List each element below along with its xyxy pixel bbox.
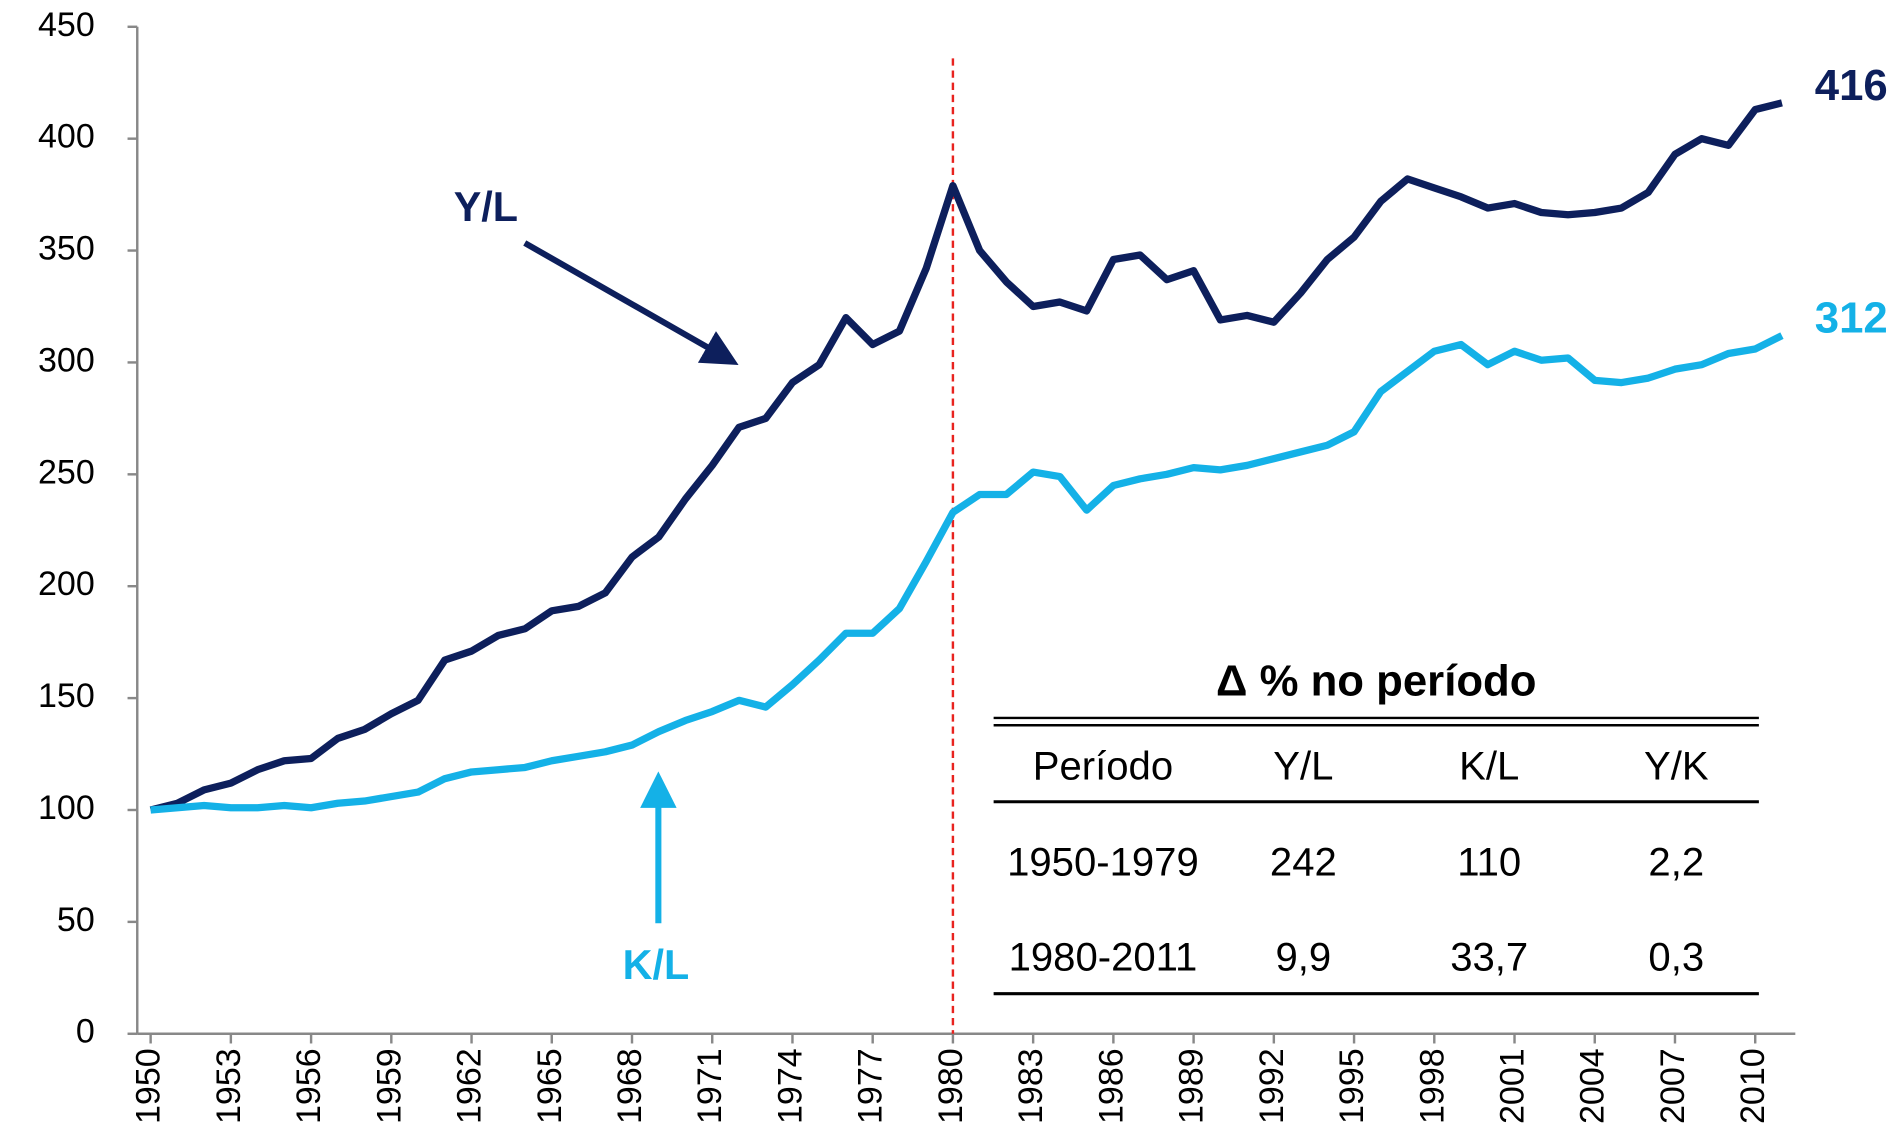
table-cell: 1950-1979 xyxy=(1007,841,1199,885)
x-tick-label: 1980 xyxy=(932,1048,970,1124)
table-cell: 242 xyxy=(1270,841,1337,885)
x-tick-label: 1950 xyxy=(130,1048,168,1124)
series-annotation: Y/L xyxy=(454,184,518,230)
table-cell: 2,2 xyxy=(1648,841,1704,885)
x-tick-label: 2001 xyxy=(1494,1048,1532,1124)
y-tick-label: 250 xyxy=(38,453,95,491)
x-tick-label: 2004 xyxy=(1574,1048,1612,1124)
x-tick-label: 2010 xyxy=(1734,1048,1772,1124)
data-line xyxy=(150,332,1784,814)
x-tick-label: 1959 xyxy=(370,1048,408,1124)
table-cell: 9,9 xyxy=(1276,935,1332,979)
x-tick-label: 2007 xyxy=(1654,1048,1692,1124)
table-cell: 110 xyxy=(1457,841,1521,885)
x-tick-label: 1998 xyxy=(1413,1048,1451,1124)
table-cell: 0,3 xyxy=(1648,935,1704,979)
table-header: Y/K xyxy=(1644,745,1709,789)
x-tick-label: 1986 xyxy=(1092,1048,1130,1124)
table-title: Δ % no período xyxy=(1216,656,1536,705)
table-header: Y/L xyxy=(1273,745,1333,789)
data-line xyxy=(149,99,1783,814)
y-tick-label: 450 xyxy=(38,6,95,44)
table-header: K/L xyxy=(1459,745,1519,789)
end-label: 312 xyxy=(1815,294,1888,343)
x-tick-label: 1971 xyxy=(691,1048,729,1124)
end-label: 416 xyxy=(1815,61,1888,110)
table-cell: 33,7 xyxy=(1450,935,1528,979)
x-tick-label: 1974 xyxy=(771,1048,809,1124)
x-tick-label: 1992 xyxy=(1253,1048,1291,1124)
x-tick-label: 1956 xyxy=(290,1048,328,1124)
y-tick-label: 50 xyxy=(57,901,95,939)
series-annotation: K/L xyxy=(623,942,689,988)
x-tick-label: 1953 xyxy=(210,1048,248,1124)
y-tick-label: 200 xyxy=(38,565,95,603)
x-tick-label: 1965 xyxy=(531,1048,569,1124)
x-tick-label: 1977 xyxy=(852,1048,890,1124)
y-tick-label: 150 xyxy=(38,677,95,715)
y-tick-label: 100 xyxy=(38,789,95,827)
x-tick-label: 1989 xyxy=(1173,1048,1211,1124)
y-tick-label: 400 xyxy=(38,118,95,156)
table-header: Período xyxy=(1033,745,1173,789)
x-tick-label: 1962 xyxy=(451,1048,489,1124)
y-tick-label: 350 xyxy=(38,230,95,268)
y-tick-label: 0 xyxy=(76,1013,95,1051)
y-tick-label: 300 xyxy=(38,341,95,379)
x-tick-label: 1968 xyxy=(611,1048,649,1124)
x-tick-label: 1983 xyxy=(1012,1048,1050,1124)
table-cell: 1980-2011 xyxy=(1009,935,1198,979)
x-tick-label: 1995 xyxy=(1333,1048,1371,1124)
arrow xyxy=(523,240,739,365)
